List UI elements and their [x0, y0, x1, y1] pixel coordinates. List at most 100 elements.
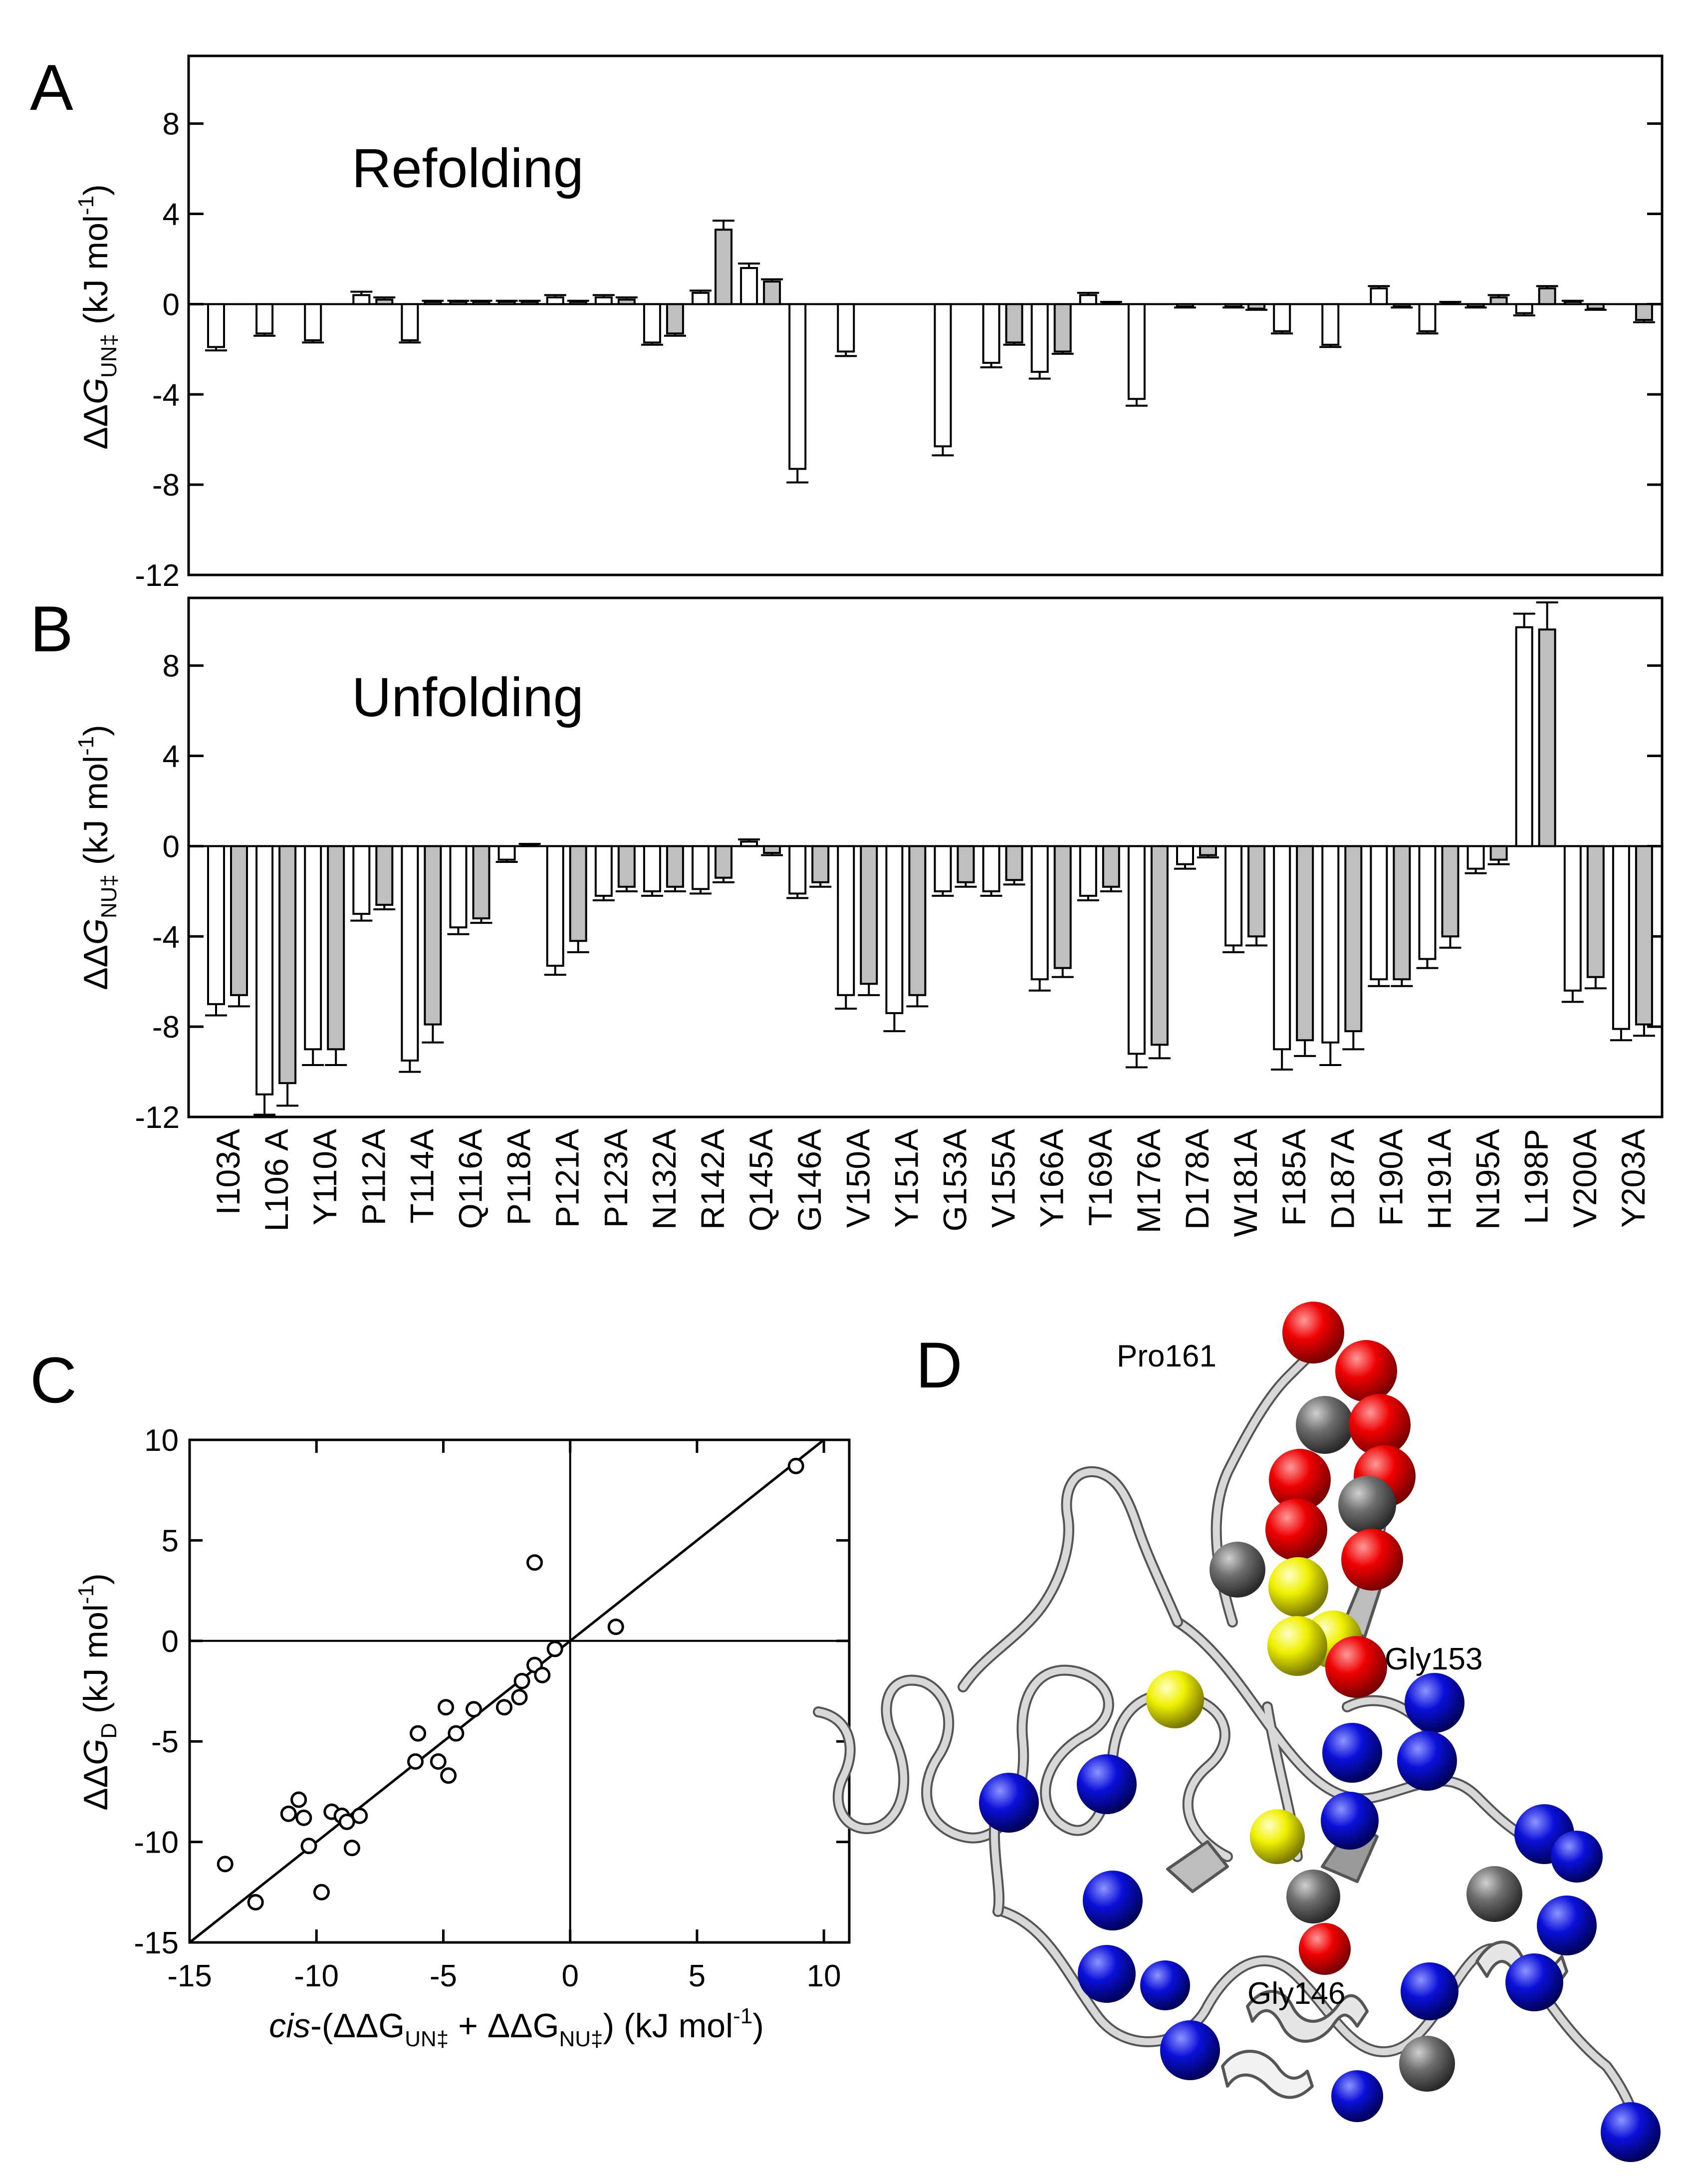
plot-frame [187, 596, 1664, 1118]
bar [1489, 296, 1508, 305]
panel-c-scatter-chart: -15 -10 -5 0 5 10 -15 -10 -5 0 5 10 cis-(ΔΔGUN‡ + Δ… [74, 1423, 851, 2051]
data-point [407, 1753, 424, 1770]
y-title-sup: -1 [74, 196, 98, 215]
data-point [526, 1554, 543, 1571]
bar [763, 845, 781, 854]
zero-axes [190, 1440, 849, 1942]
y-tick-label: -8 [152, 1010, 180, 1045]
bar [327, 845, 345, 1051]
data-point [448, 1725, 465, 1742]
y-ticks: -12 -8 -4 0 4 8 [135, 107, 1662, 593]
bar [666, 845, 684, 888]
data-point [607, 1619, 624, 1636]
bar [1370, 845, 1388, 981]
bar [1321, 303, 1340, 346]
bar [472, 845, 490, 920]
data-point [430, 1753, 447, 1770]
sphere-blue [1083, 1871, 1143, 1930]
bar [594, 845, 613, 897]
ribbon-loop [990, 1619, 1580, 1915]
bar [666, 303, 684, 335]
sphere-red [1265, 1499, 1327, 1561]
points [217, 1457, 804, 1911]
data-point [410, 1725, 427, 1742]
sphere-blue [1331, 2070, 1383, 2122]
bar [1273, 303, 1291, 332]
bar [1418, 303, 1437, 332]
bar [617, 845, 636, 888]
plot-frame [187, 54, 1664, 576]
bar [1150, 845, 1169, 1046]
bar [1418, 845, 1437, 960]
sphere-blue [1078, 1945, 1136, 2003]
bar [569, 300, 587, 305]
bar [594, 296, 613, 305]
bar [472, 300, 490, 305]
y-title-sup: -1 [74, 736, 98, 756]
x-tick-label: -5 [430, 1959, 457, 1993]
bar [692, 845, 710, 890]
panel-a-refolding-chart: -12 -8 -4 0 4 8 Refolding ΔΔGUN‡ (kJ mol-1) [74, 54, 1664, 593]
sphere-blue [1077, 1754, 1137, 1814]
x-title-sub2: NU‡ [559, 2027, 603, 2051]
x-tick-label: 10 [807, 1959, 841, 1993]
annotation-unfolding: Unfolding [352, 667, 584, 728]
data-point [295, 1809, 312, 1826]
data-point [465, 1701, 482, 1718]
x-title-sup: -1 [733, 2004, 752, 2028]
panel-letter-b: B [30, 592, 73, 665]
x-axis-title: cis-(ΔΔGUN‡ + ΔΔGNU‡) (kJ mol-1) [269, 2004, 764, 2051]
y-title-units: (kJ mol [77, 756, 115, 874]
y-tick-label: 8 [163, 649, 180, 684]
bar [837, 845, 855, 996]
y-title-close: ) [77, 725, 115, 736]
x-title-close: ) [752, 2007, 764, 2045]
sphere-blue [1601, 2102, 1661, 2162]
data-point [338, 1813, 355, 1830]
bar [788, 303, 807, 470]
category-label: G153A [937, 1129, 973, 1231]
bar [352, 294, 371, 305]
bar [1247, 303, 1266, 310]
bar [643, 303, 661, 344]
category-labels: I103A L106 A Y110A P112A T114A Q116A P118A P121… [210, 1129, 1652, 1237]
x-title-cis: cis [269, 2007, 310, 2045]
ribbon-backbone [813, 1337, 1642, 2132]
sphere-gray [1338, 1476, 1396, 1534]
bar [1586, 845, 1605, 978]
y-title-close: ) [77, 184, 115, 196]
bar [1102, 302, 1120, 305]
bar [860, 845, 878, 985]
category-label: D178A [1179, 1129, 1215, 1230]
category-label: Q145A [742, 1129, 779, 1231]
data-point [440, 1767, 457, 1784]
y-title-g: G [77, 1739, 115, 1765]
bar [1370, 287, 1388, 305]
bar [763, 280, 781, 305]
data-point [217, 1856, 234, 1873]
fit-line-segment [189, 1439, 825, 1943]
bar [740, 267, 758, 305]
bar [1466, 303, 1485, 307]
sphere-yellow [1267, 1616, 1327, 1676]
bar [207, 303, 225, 348]
bar [278, 845, 297, 1085]
data-point [351, 1807, 368, 1824]
y-tick-label: 8 [163, 107, 180, 142]
data-point [438, 1699, 455, 1716]
bar [569, 845, 587, 942]
bar [546, 845, 564, 967]
bar [401, 845, 419, 1062]
helix-ribbon [1246, 1990, 1369, 2043]
panel-d-protein-structure: Pro161 Gly153 Gly146 [813, 1302, 1661, 2162]
bar [375, 298, 394, 305]
category-label: V155A [985, 1129, 1022, 1228]
y-tick-label: -5 [151, 1725, 179, 1759]
sphere-red [1341, 1529, 1403, 1591]
data-point [343, 1840, 360, 1857]
panel-letter-c: C [30, 1344, 77, 1416]
y-tick-label: -4 [152, 920, 180, 954]
category-label: F190A [1372, 1129, 1409, 1226]
category-label: G146A [791, 1129, 828, 1231]
